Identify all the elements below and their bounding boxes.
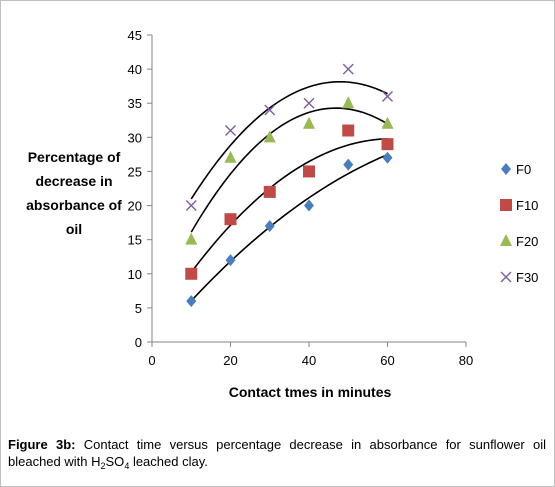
legend-marker-f10 <box>500 199 512 211</box>
data-point-f30 <box>264 104 276 116</box>
y-axis-label: Percentage of decrease in absorbance of … <box>14 145 134 241</box>
y-tick-label: 30 <box>128 130 142 145</box>
y-tick-label: 40 <box>128 62 142 77</box>
caption-label: Figure 3b: <box>8 437 76 452</box>
x-marker-stroke <box>500 271 512 283</box>
caption-text: Contact time versus percentage decrease … <box>8 437 547 469</box>
trendline-f30 <box>190 80 388 200</box>
trendline-f20 <box>190 107 388 233</box>
x-tick-label: 40 <box>302 353 316 368</box>
legend-label-f0: F0 <box>516 162 531 177</box>
y-tick-label: 45 <box>128 28 142 43</box>
x-tick-label: 0 <box>148 353 155 368</box>
caption-subscript: 2 <box>100 461 106 471</box>
x-tick-label: 20 <box>223 353 237 368</box>
y-tick-label: 0 <box>135 335 142 350</box>
legend-marker-f20 <box>500 234 512 246</box>
data-point-f30 <box>185 200 197 212</box>
y-tick-label: 15 <box>128 233 142 248</box>
figure-caption: Figure 3b: Contact time versus percentag… <box>8 436 546 475</box>
data-point-f0 <box>382 151 393 164</box>
data-point-f0 <box>343 158 354 171</box>
chart-plot: 0 5 10 15 20 25 30 35 40 45 0 20 40 60 80 F0 F10 F20 F30 <box>128 28 539 368</box>
x-marker-stroke <box>185 200 197 212</box>
data-point-f20 <box>342 96 355 109</box>
legend-label-f30: F30 <box>516 270 538 285</box>
data-point-f20 <box>381 116 394 129</box>
data-point-f10 <box>303 165 315 178</box>
x-marker-stroke <box>303 97 315 109</box>
chart-trendlines <box>190 80 388 302</box>
x-marker-stroke <box>264 104 276 116</box>
data-point-f20 <box>224 150 237 163</box>
chart-points <box>185 63 394 308</box>
data-point-f10 <box>263 185 276 198</box>
data-point-f30 <box>382 90 393 102</box>
data-point-f0 <box>304 199 314 212</box>
chart-axes <box>151 35 466 343</box>
data-point-f30 <box>342 63 354 75</box>
data-point-f10 <box>224 213 237 226</box>
legend-marker-f0 <box>501 163 511 175</box>
x-marker-stroke <box>225 125 236 137</box>
chart-ticks: 0 5 10 15 20 25 30 35 40 45 0 20 40 60 80 <box>128 28 474 368</box>
legend-label-f10: F10 <box>516 198 538 213</box>
y-tick-label: 35 <box>128 96 142 111</box>
data-point-f20 <box>263 130 276 143</box>
y-axis-label-line: oil <box>65 221 83 237</box>
y-axis-label-line: Percentage of <box>27 149 121 165</box>
legend-marker-f30 <box>500 271 512 283</box>
caption-text: SO <box>105 454 125 469</box>
y-tick-label: 10 <box>128 267 142 282</box>
trendline-f0 <box>190 153 388 302</box>
x-axis-label: Contact tmes in minutes <box>228 384 392 400</box>
chart-legend: F0 F10 F20 F30 <box>500 162 538 285</box>
y-tick-label: 25 <box>128 164 142 179</box>
y-tick-label: 5 <box>135 301 142 316</box>
data-point-f0 <box>264 220 275 233</box>
data-point-f30 <box>303 97 315 109</box>
data-point-f10 <box>185 267 198 280</box>
y-axis-label-line: decrease in <box>35 173 113 189</box>
data-point-f20 <box>185 232 198 245</box>
x-tick-label: 60 <box>380 353 394 368</box>
data-point-f10 <box>381 138 394 151</box>
data-point-f20 <box>303 116 315 129</box>
y-axis-label-line: absorbance of <box>26 197 122 213</box>
trendline-f10 <box>190 138 388 273</box>
caption-subscript: 4 <box>124 461 130 471</box>
y-tick-label: 20 <box>128 199 142 214</box>
data-point-f30 <box>225 125 236 137</box>
caption-text: leached clay. <box>129 454 208 469</box>
x-marker-stroke <box>342 63 354 75</box>
x-marker-stroke <box>382 90 393 102</box>
data-point-f0 <box>225 254 236 267</box>
legend-label-f20: F20 <box>516 234 538 249</box>
data-point-f0 <box>186 295 197 308</box>
data-point-f10 <box>342 124 355 137</box>
x-tick-label: 80 <box>459 353 473 368</box>
